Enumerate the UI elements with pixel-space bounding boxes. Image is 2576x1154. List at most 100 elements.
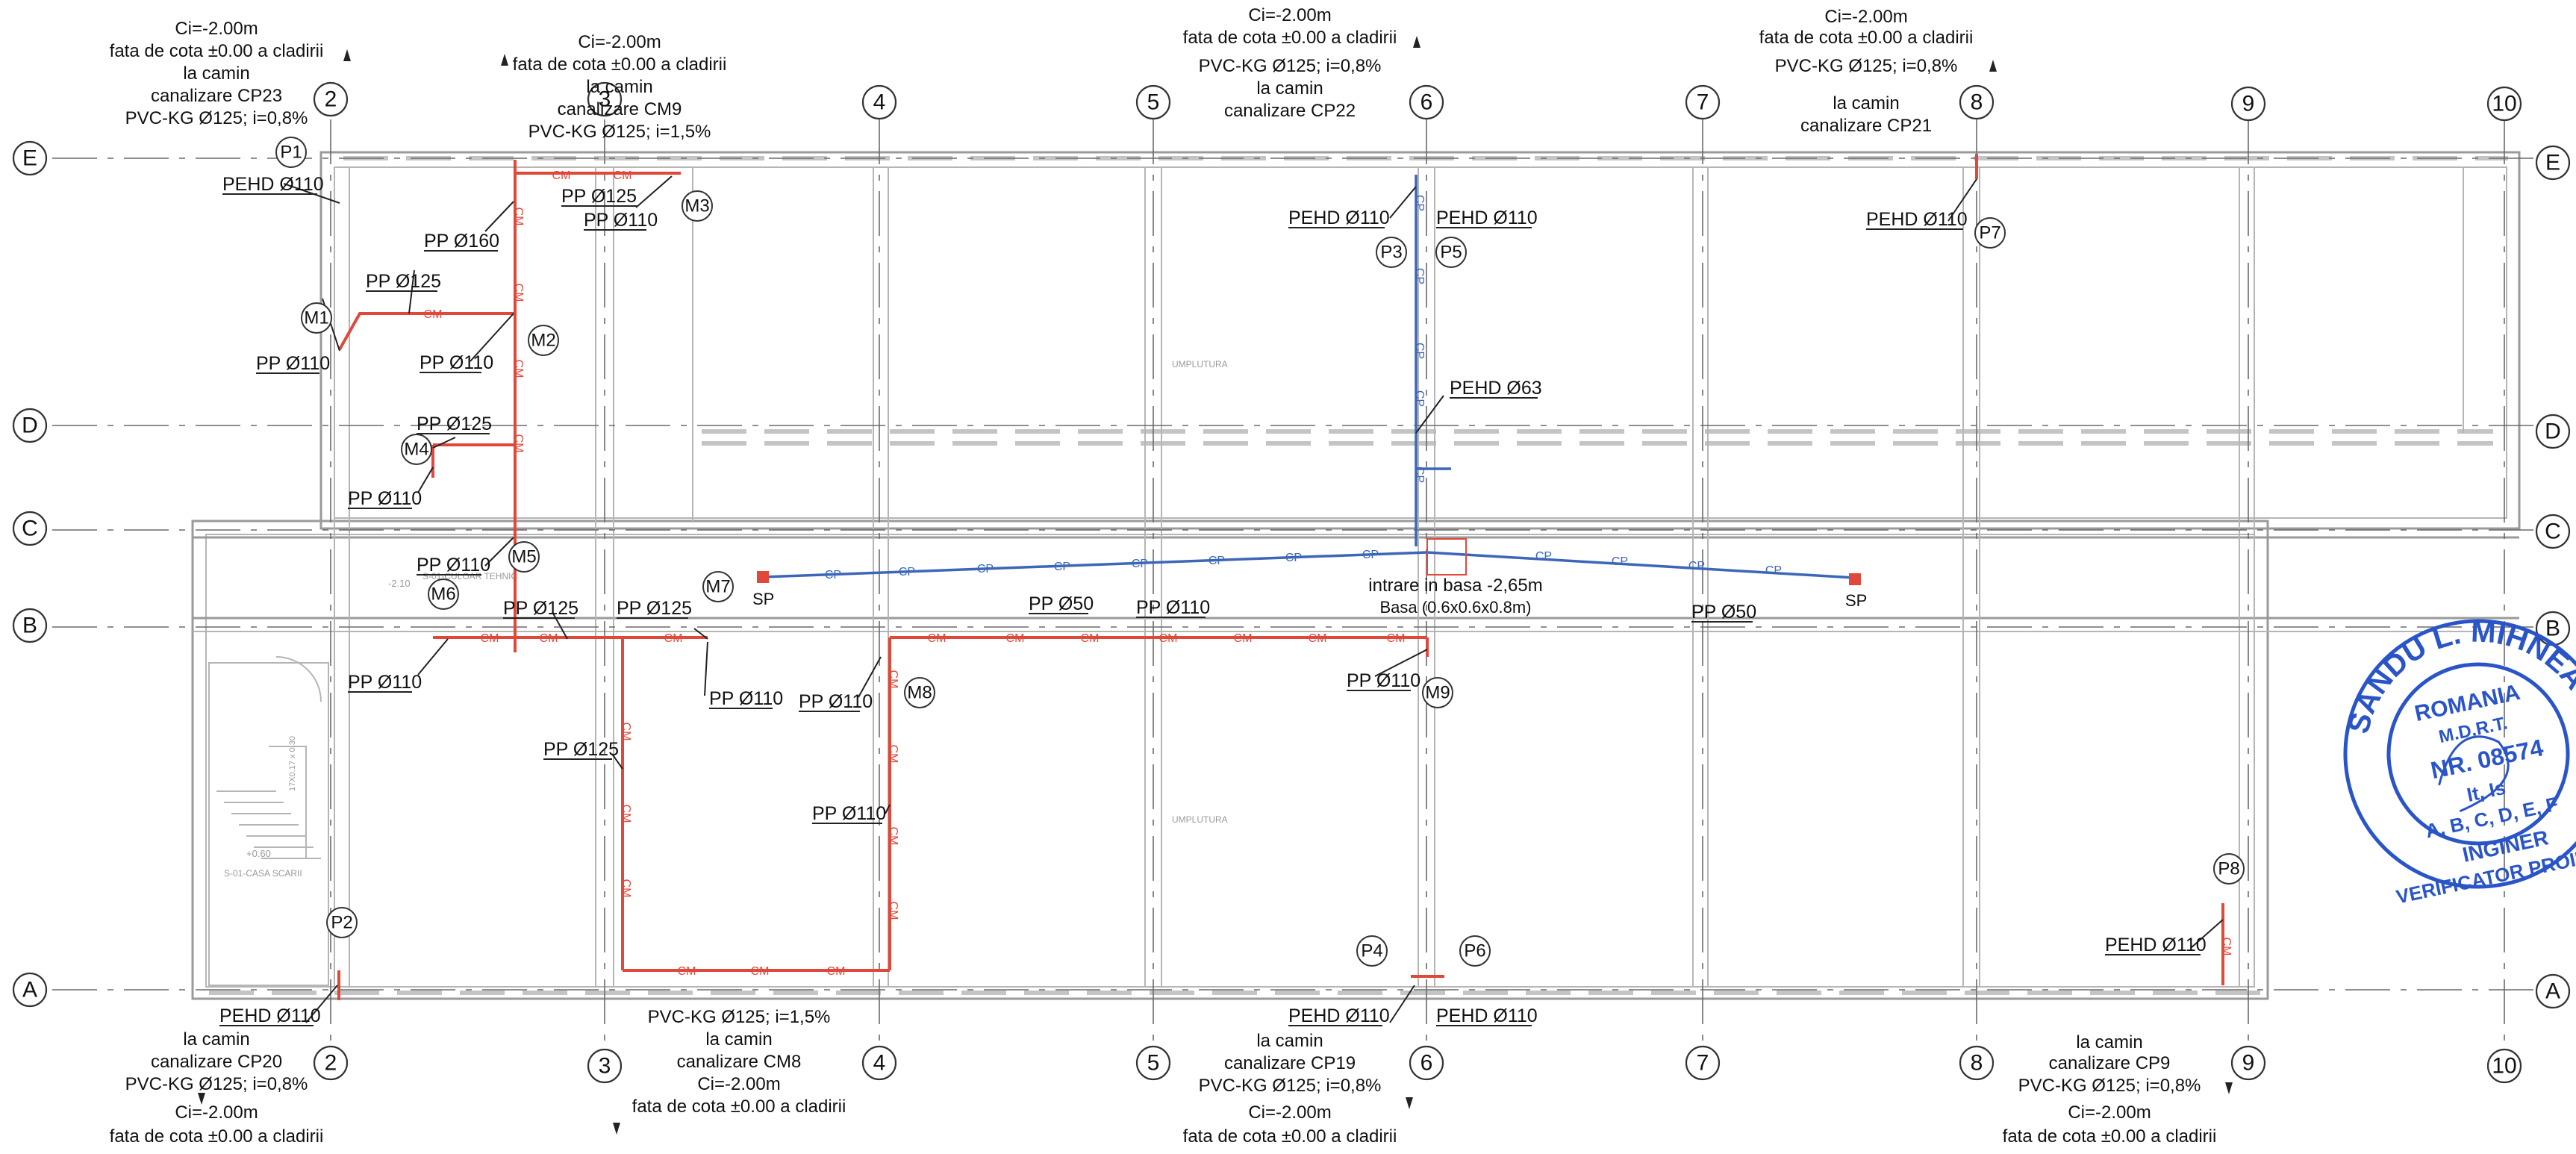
svg-text:PP Ø125: PP Ø125 [561,186,637,207]
svg-text:CP: CP [1054,561,1070,573]
svg-text:2: 2 [325,1051,337,1076]
svg-text:CM: CM [1234,632,1253,645]
sump-pit-right: SP [1845,573,1867,610]
svg-text:canalizare CP21: canalizare CP21 [1800,116,1932,136]
axis-col-8-top: 8 [1959,84,1995,120]
svg-text:CM: CM [620,723,632,741]
marker-m8: M8 [904,677,935,708]
svg-text:D: D [2545,420,2561,444]
svg-text:fata de cota ±0.00 a cladirii: fata de cota ±0.00 a cladirii [110,41,324,61]
bottom-note-cp9: la camin canalizare CP9 PVC-KG Ø125; i=0… [2003,1032,2217,1147]
svg-text:CP: CP [1413,390,1426,407]
svg-text:CP: CP [1362,549,1379,561]
label-pehd-110-p2: PEHD Ø110 [219,1005,321,1026]
pressure-pipes-cp [762,175,1855,579]
svg-text:PP Ø125: PP Ø125 [503,598,578,619]
svg-text:A: A [22,978,37,1002]
svg-text:PP Ø160: PP Ø160 [424,231,499,252]
label-pp-110-b1: PP Ø110 [348,672,422,693]
svg-text:PP Ø110: PP Ø110 [348,672,422,693]
svg-text:M4: M4 [404,440,428,460]
svg-text:CM: CM [2220,938,2233,956]
svg-text:CM: CM [1309,632,1327,645]
svg-text:It, Is: It, Is [2465,776,2507,806]
svg-text:5: 5 [1147,90,1160,115]
svg-text:5: 5 [1147,1051,1160,1076]
marker-m2: M2 [528,325,559,356]
svg-text:la camin: la camin [1256,78,1323,99]
svg-text:canalizare CM9: canalizare CM9 [558,99,682,119]
label-pp-125-m3: PP Ø125 [561,186,637,207]
svg-text:CP: CP [1688,560,1705,573]
svg-text:CM: CM [1006,632,1025,645]
axis-row-E-right: E [2535,145,2571,181]
svg-text:CM: CM [1387,632,1406,645]
svg-text:Ci=-2.00m: Ci=-2.00m [1824,7,1907,27]
svg-text:CM: CM [620,805,632,823]
svg-text:PP Ø110: PP Ø110 [1136,597,1210,618]
svg-text:A: A [2545,979,2560,1004]
label-pehd-110-p4: PEHD Ø110 [1288,1005,1390,1026]
marker-p7: P7 [1974,217,2006,249]
svg-text:8: 8 [1971,90,1983,115]
svg-text:Ci=-2.00m: Ci=-2.00m [175,1102,258,1123]
svg-text:M5: M5 [511,547,536,567]
svg-text:PEHD Ø110: PEHD Ø110 [2105,935,2207,955]
svg-text:B: B [2545,617,2560,641]
svg-text:10: 10 [2492,92,2516,116]
label-pehd-110-p6: PEHD Ø110 [1436,1005,1538,1026]
markers: P1 M1 M2 M3 M4 M5 M6 M7 M8 M9 P2 P3 P4 P… [275,137,2245,967]
level-mark-210: -2.10 [388,578,411,589]
svg-text:P5: P5 [1440,243,1462,263]
marker-m9: M9 [1422,677,1453,708]
label-pehd-63: PEHD Ø63 [1450,378,1542,399]
svg-text:CM: CM [481,632,499,645]
svg-text:CP: CP [1285,552,1302,564]
svg-text:PEHD Ø110: PEHD Ø110 [1436,208,1538,228]
svg-text:CP: CP [825,569,841,581]
label-pp-110-m9: PP Ø110 [1347,670,1420,691]
axis-grid [52,119,2538,1075]
axis-col-10-bottom: 10 [2486,1048,2522,1084]
svg-text:8: 8 [1971,1051,1983,1076]
svg-text:fata de cota ±0.00 a cladirii: fata de cota ±0.00 a cladirii [1759,28,1974,48]
marker-p8: P8 [2213,853,2245,885]
svg-text:PP Ø50: PP Ø50 [1691,602,1756,623]
svg-text:la camin: la camin [586,77,652,97]
svg-text:PP Ø125: PP Ø125 [617,598,692,619]
svg-text:PEHD Ø110: PEHD Ø110 [219,1005,321,1026]
svg-text:6: 6 [1420,1051,1433,1076]
top-note-cp23: Ci=-2.00m fata de cota ±0.00 a cladirii … [110,19,324,128]
svg-text:la camin: la camin [705,1029,772,1049]
svg-text:D: D [22,414,38,438]
axis-row-A-right: A [2535,973,2571,1009]
svg-text:P4: P4 [1361,941,1382,961]
svg-text:PEHD Ø110: PEHD Ø110 [1436,1005,1538,1026]
axis-col-4-bottom: 4 [861,1045,897,1081]
label-pp-125-m4: PP Ø125 [417,414,492,434]
sewer-pipes-cm [337,154,2224,1000]
label-pp-110-m3: PP Ø110 [584,210,658,231]
svg-text:C: C [22,517,38,541]
label-pp-50-left: PP Ø50 [1029,593,1094,614]
svg-text:PEHD Ø110: PEHD Ø110 [1866,209,1968,230]
svg-text:3: 3 [599,1054,611,1079]
svg-text:canalizare CP23: canalizare CP23 [151,86,282,106]
svg-text:CM: CM [1081,632,1100,645]
svg-text:PP Ø125: PP Ø125 [543,739,619,760]
svg-text:P2: P2 [331,913,352,933]
marker-p4: P4 [1356,935,1388,967]
axis-col-9-bottom: 9 [2230,1045,2266,1081]
svg-text:Ci=-2.00m: Ci=-2.00m [1248,5,1331,25]
svg-text:M2: M2 [531,331,555,351]
svg-text:9: 9 [2242,92,2255,116]
axis-row-B-left: B [12,608,48,643]
label-pehd-110-p8: PEHD Ø110 [2105,935,2207,955]
label-pehd-110-p5: PEHD Ø110 [1436,208,1538,228]
axis-col-5-top: 5 [1135,84,1171,120]
bottom-note-cp20: la camin canalizare CP20 PVC-KG Ø125; i=… [110,1029,324,1147]
label-pehd-110-p1: PEHD Ø110 [222,174,324,195]
svg-text:PP Ø110: PP Ø110 [812,803,886,824]
marker-p6: P6 [1459,935,1491,967]
marker-m5: M5 [508,541,540,573]
